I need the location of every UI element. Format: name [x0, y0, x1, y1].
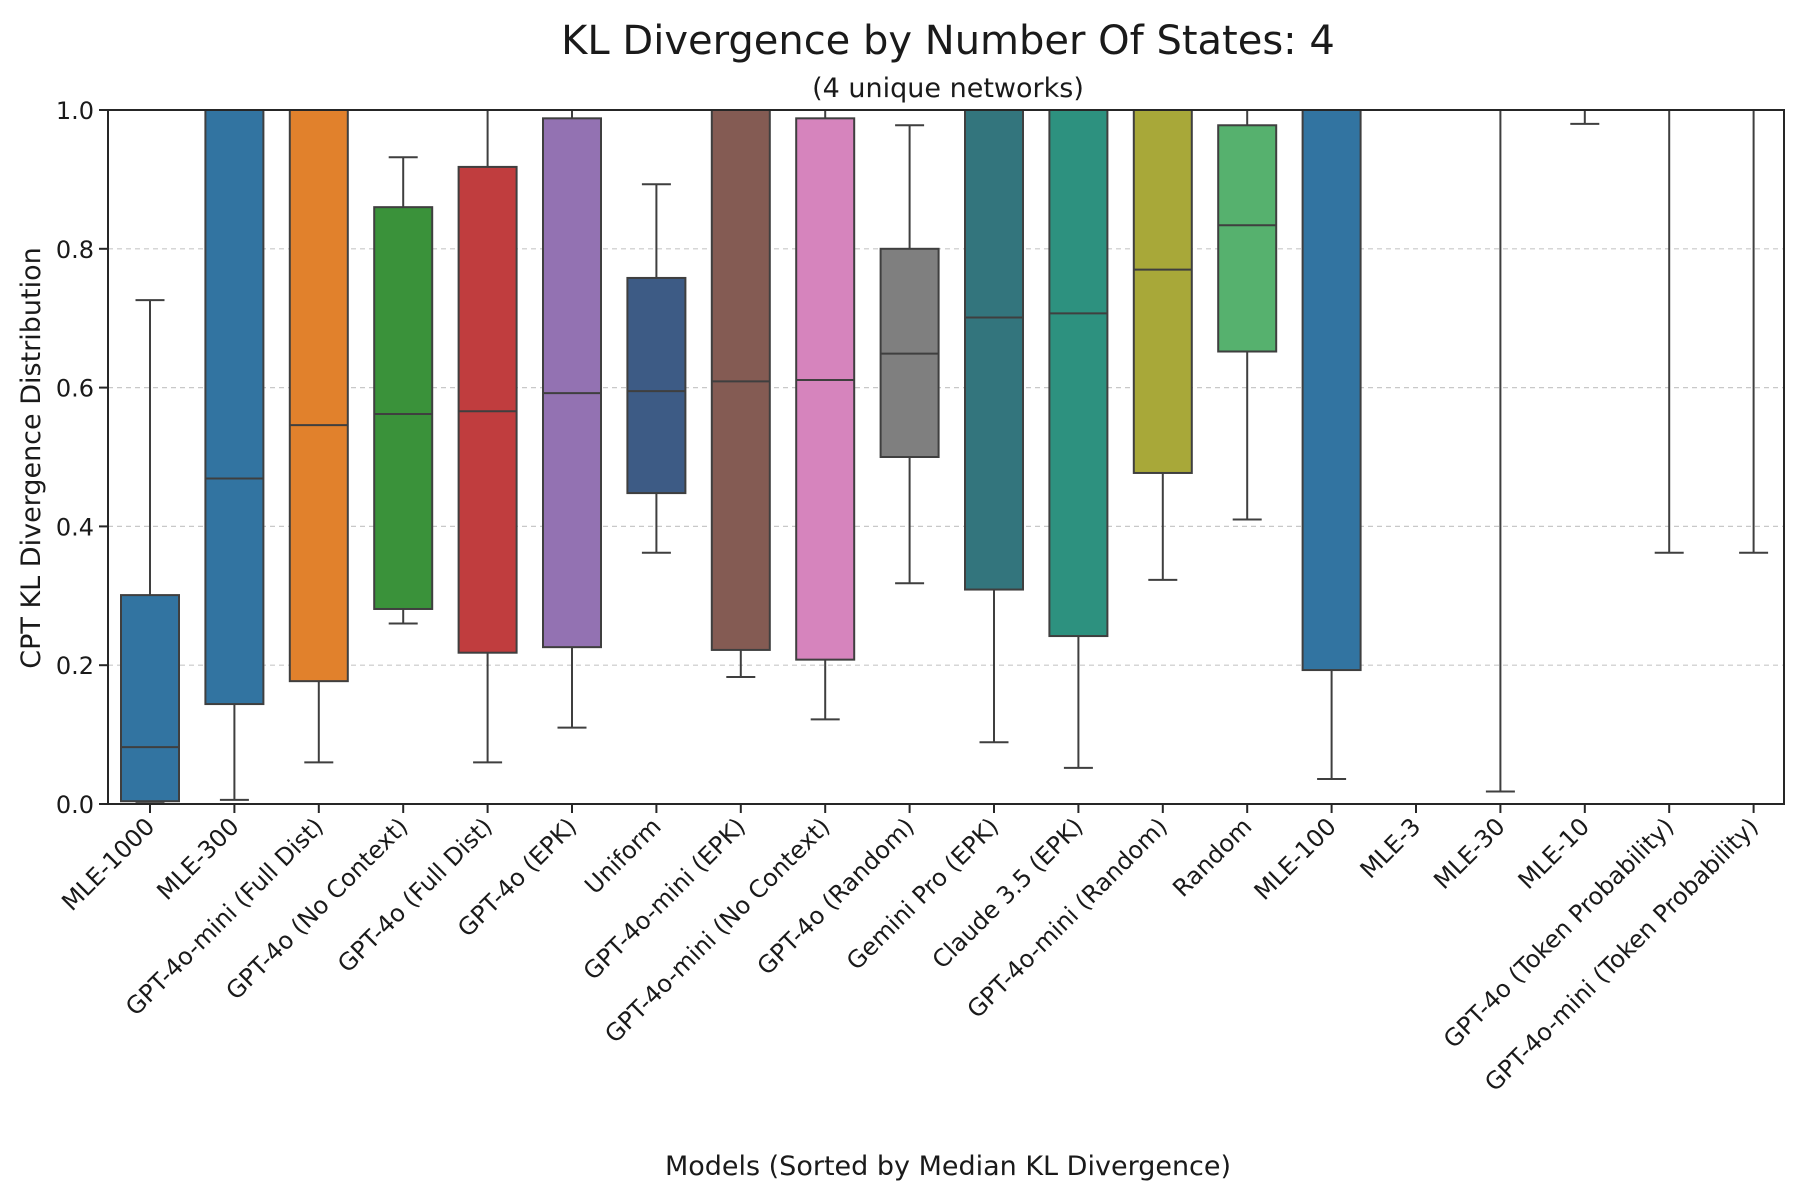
box-iqr	[964, 109, 1024, 591]
x-tick-label: GPT-4o (Random)	[752, 812, 920, 980]
box-iqr	[373, 206, 434, 610]
x-tick-label: GPT-4o (Full Dist)	[332, 812, 498, 978]
y-axis-label: CPT KL Divergence Distribution	[16, 247, 47, 668]
x-tick-label: Gemini Pro (EPK)	[841, 812, 1004, 975]
box-group	[457, 109, 518, 764]
box-group	[1217, 109, 1278, 521]
box-group	[1132, 109, 1193, 581]
box-iqr	[1301, 109, 1362, 672]
x-tick-label: MLE-100	[1249, 812, 1342, 905]
box-group	[1570, 110, 1600, 125]
y-tick-label: 0.2	[56, 652, 94, 680]
x-tick-label: Random	[1167, 812, 1257, 902]
box-iqr	[1217, 124, 1278, 353]
y-tick-label: 0.6	[56, 375, 94, 403]
box-group	[710, 109, 771, 678]
box-group	[879, 124, 940, 585]
box-group	[626, 183, 687, 554]
box-iqr	[1048, 109, 1109, 638]
y-tick-label: 0.4	[56, 513, 94, 541]
chart-subtitle: (4 unique networks)	[812, 73, 1084, 104]
x-tick-label: MLE-30	[1428, 812, 1510, 894]
box-group	[964, 109, 1024, 744]
x-tick-label: MLE-10	[1513, 812, 1595, 894]
x-axis-label: Models (Sorted by Median KL Divergence)	[665, 1151, 1231, 1182]
box-group	[1654, 110, 1684, 554]
box-group	[373, 156, 434, 625]
plot-frame	[107, 109, 1785, 805]
x-tick-label: GPT-4o-mini (EPK)	[578, 812, 751, 985]
x-tick-label: Claude 3.5 (EPK)	[927, 812, 1089, 974]
box-layer	[120, 109, 1769, 803]
x-tick-label: MLE-1000	[56, 812, 160, 916]
box-iqr	[457, 165, 518, 654]
chart-title: KL Divergence by Number Of States: 4	[561, 18, 1335, 64]
box-group	[120, 299, 180, 803]
x-tick-label: Uniform	[579, 812, 666, 899]
box-iqr	[795, 117, 856, 661]
grid-layer	[108, 248, 1784, 666]
y-tick-label: 0.0	[56, 791, 94, 819]
box-group	[1301, 109, 1362, 781]
box-group	[288, 109, 349, 764]
x-tick-label: MLE-3	[1355, 812, 1427, 884]
box-group	[1048, 109, 1109, 769]
y-tick-label: 0.8	[56, 236, 94, 264]
box-iqr	[710, 109, 771, 651]
box-group	[204, 109, 265, 801]
box-iqr	[288, 109, 349, 683]
box-iqr	[1132, 109, 1193, 474]
box-iqr	[542, 117, 602, 649]
box-group	[1485, 110, 1515, 793]
box-group	[795, 109, 856, 721]
box-iqr	[120, 594, 180, 803]
box-group	[542, 109, 602, 729]
y-tick-label: 1.0	[56, 97, 94, 125]
box-iqr	[204, 109, 265, 706]
box-group	[1739, 110, 1769, 554]
box-iqr	[626, 276, 687, 495]
